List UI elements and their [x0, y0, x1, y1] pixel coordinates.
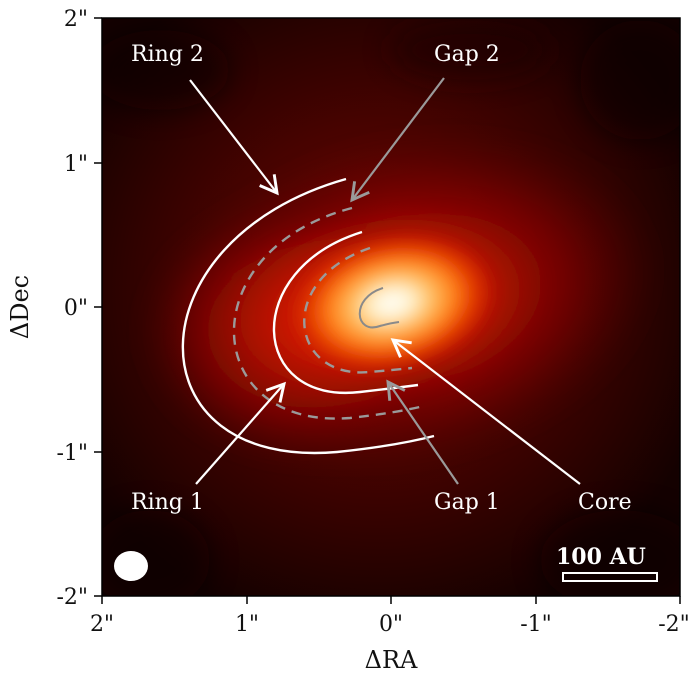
ring-2-arc [181, 177, 435, 455]
y-tick-label: 2" [64, 7, 88, 32]
y-tick-label: -1" [56, 441, 88, 466]
beam-ellipse [114, 551, 148, 581]
gap-1-arrow [386, 379, 459, 485]
ring-2-label: Ring 2 [131, 42, 204, 67]
y-tick-label: -2" [56, 585, 88, 610]
gap-2-label: Gap 2 [434, 42, 500, 67]
core-label: Core [578, 490, 632, 515]
x-tick-label: -2" [658, 612, 690, 637]
y-tick-label: 1" [64, 152, 88, 177]
ring-1-arrow [195, 381, 286, 485]
x-axis-title: ΔRA [365, 646, 418, 674]
y-axis [94, 17, 102, 597]
scale-bar-label: 100 AU [556, 544, 646, 570]
x-axis [101, 596, 681, 604]
gap-2-arrow [350, 77, 445, 203]
scale-bar [562, 572, 658, 582]
core-arrow [390, 338, 581, 485]
y-tick-label: 0" [64, 296, 88, 321]
ring-2-arrow [189, 79, 279, 196]
gap-1-arc [303, 246, 413, 374]
gap-1-label: Gap 1 [434, 490, 500, 515]
y-axis-title: ΔDec [6, 275, 34, 339]
core-arc [358, 287, 400, 329]
gap-2-arc [232, 206, 425, 420]
x-tick-label: 0" [379, 612, 403, 637]
ring-1-label: Ring 1 [131, 490, 204, 515]
x-tick-label: 1" [235, 612, 259, 637]
disk-image [102, 18, 680, 596]
x-tick-label: -1" [520, 612, 552, 637]
x-tick-label: 2" [90, 612, 114, 637]
